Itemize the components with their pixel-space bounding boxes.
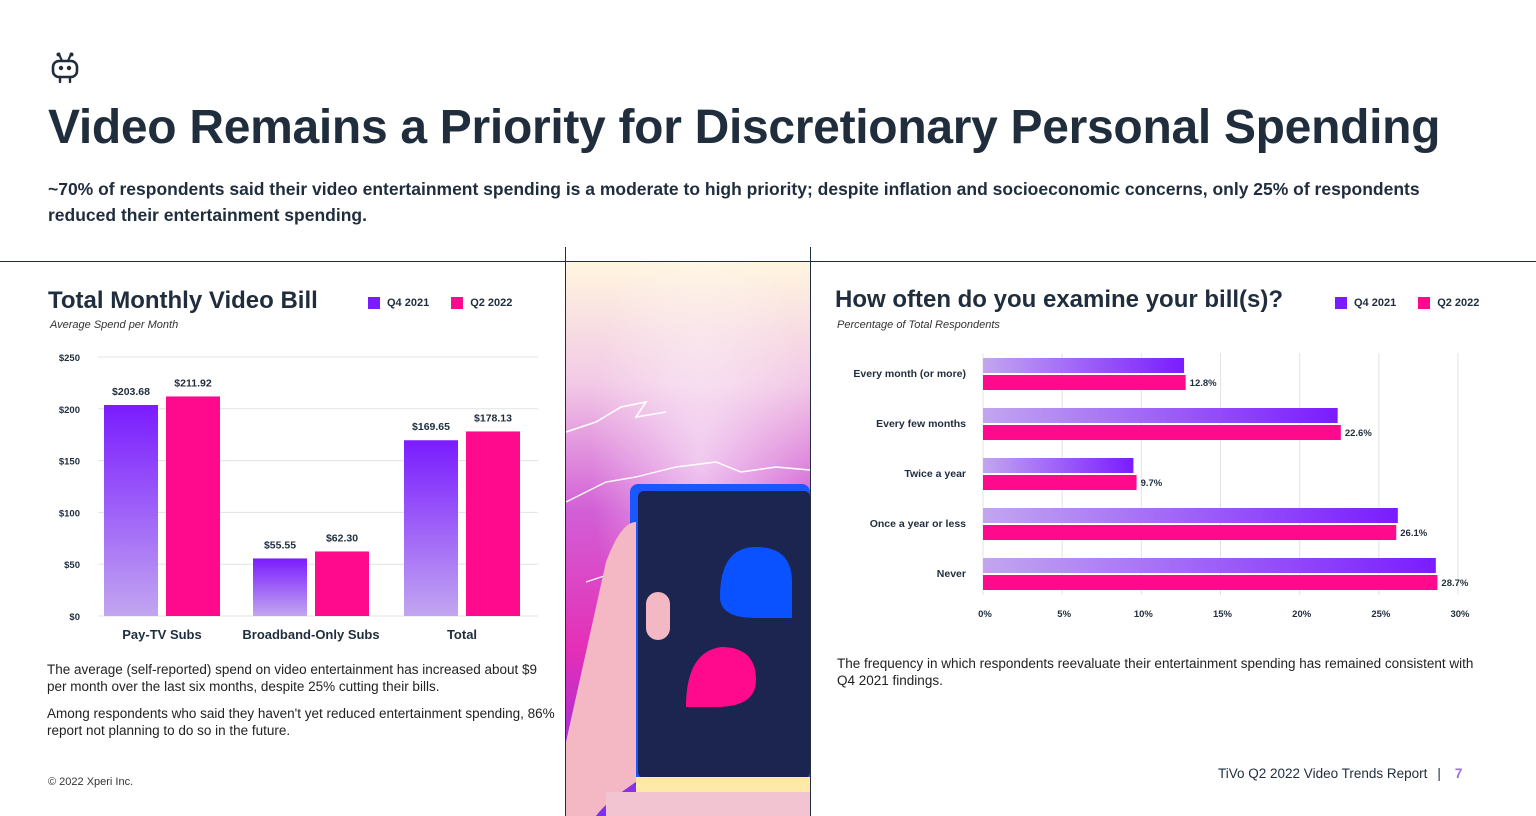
data-label: 28.7% — [1441, 578, 1468, 589]
bar-q2-2022 — [466, 431, 520, 616]
examine-chart-title: How often do you examine your bill(s)? — [835, 286, 1284, 313]
bar-q4-2021 — [983, 458, 1134, 473]
data-label: $211.92 — [174, 377, 212, 389]
legend-item-q4-2021: Q4 2021 — [1335, 297, 1396, 309]
page-title: Video Remains a Priority for Discretiona… — [48, 101, 1441, 154]
x-tick-label: 30% — [1450, 609, 1470, 620]
data-label: $178.13 — [474, 412, 512, 424]
y-tick-label: $150 — [59, 457, 80, 468]
section-divider — [0, 261, 1536, 262]
y-tick-label: $250 — [59, 353, 80, 364]
x-tick-label: 0% — [978, 609, 992, 620]
x-tick-label: 10% — [1134, 609, 1154, 620]
bar-q4-2021 — [983, 358, 1185, 373]
bar-q4-2021 — [404, 440, 458, 616]
footer-report: TiVo Q2 2022 Video Trends Report | 7 — [1218, 766, 1462, 781]
bar-q2-2022 — [315, 551, 369, 616]
bar-q2-2022 — [983, 425, 1341, 440]
x-tick-label: 15% — [1213, 609, 1233, 620]
column-divider-left — [565, 247, 566, 816]
examine-paragraph: The frequency in which respondents reeva… — [837, 656, 1474, 688]
column-divider-right — [810, 247, 811, 816]
legend-swatch — [1418, 297, 1431, 309]
copyright: © 2022 Xperi Inc. — [48, 776, 134, 788]
category-label: Broadband-Only Subs — [242, 627, 379, 642]
examine-chart-legend: Q4 2021 Q2 2022 — [1335, 297, 1479, 309]
legend-item-q4-2021: Q4 2021 — [368, 297, 429, 309]
x-tick-label: 25% — [1371, 609, 1391, 620]
hand-holding-phone-illustration — [566, 262, 810, 816]
y-tick-label: $100 — [59, 508, 80, 519]
legend-item-q2-2022: Q2 2022 — [451, 297, 512, 309]
y-tick-label: $50 — [64, 560, 80, 571]
y-tick-label: $200 — [59, 405, 80, 416]
data-label: $203.68 — [112, 386, 150, 398]
data-label: $169.65 — [412, 421, 450, 433]
bill-chart-legend: Q4 2021 Q2 2022 — [368, 297, 512, 309]
report-name: TiVo Q2 2022 Video Trends Report — [1218, 766, 1428, 781]
category-label: Pay-TV Subs — [122, 627, 201, 642]
data-label: 9.7% — [1141, 478, 1163, 489]
bar-q4-2021 — [104, 404, 158, 616]
tivo-logo-icon — [51, 52, 79, 84]
x-tick-label: 20% — [1292, 609, 1312, 620]
bill-bar-chart: $0 $50 $100 $150 $200 $250 $203.68 $211.92 Pay-T… — [59, 353, 538, 642]
legend-item-q2-2022: Q2 2022 — [1418, 297, 1479, 309]
bar-q2-2022 — [983, 375, 1186, 390]
bill-chart-title: Total Monthly Video Bill — [48, 287, 318, 314]
data-label: 26.1% — [1400, 528, 1427, 539]
category-label: Total — [447, 627, 477, 642]
category-label: Every month (or more) — [853, 368, 966, 380]
legend-label: Q2 2022 — [1437, 297, 1480, 309]
category-label: Twice a year — [904, 468, 966, 480]
legend-label: Q2 2022 — [470, 297, 513, 309]
legend-label: Q4 2021 — [1354, 297, 1397, 309]
bill-paragraph-1: The average (self-reported) spend on vid… — [47, 662, 538, 694]
legend-swatch — [451, 297, 464, 309]
examine-bar-chart: 0% 5% 10% 15% 20% 25% 30% 12.8% Every month (or … — [853, 353, 1470, 620]
data-label: 22.6% — [1345, 428, 1372, 439]
bill-chart-subtitle: Average Spend per Month — [50, 319, 179, 331]
y-tick-label: $0 — [69, 612, 80, 623]
page-number: 7 — [1454, 766, 1463, 781]
page-subtitle: ~70% of respondents said their video ent… — [48, 179, 1420, 225]
category-label: Never — [937, 568, 966, 580]
bar-q4-2021 — [983, 558, 1436, 573]
bar-q2-2022 — [983, 475, 1137, 490]
bar-q4-2021 — [253, 558, 307, 616]
bill-paragraph-2: Among respondents who said they haven't … — [47, 706, 555, 738]
legend-swatch — [1335, 297, 1347, 309]
examine-chart-subtitle: Percentage of Total Respondents — [837, 319, 1000, 331]
legend-swatch — [368, 297, 380, 309]
bar-q2-2022 — [983, 575, 1438, 590]
x-tick-label: 5% — [1057, 609, 1071, 620]
bar-q2-2022 — [983, 525, 1397, 540]
data-label: $55.55 — [264, 539, 296, 551]
legend-label: Q4 2021 — [387, 297, 430, 309]
footer-separator: | — [1437, 766, 1441, 781]
bar-q4-2021 — [983, 508, 1398, 523]
bar-q2-2022 — [166, 396, 220, 616]
category-label: Every few months — [876, 418, 966, 430]
data-label: 12.8% — [1190, 378, 1217, 389]
category-label: Once a year or less — [870, 518, 966, 530]
bar-q4-2021 — [983, 408, 1338, 423]
data-label: $62.30 — [326, 532, 358, 544]
